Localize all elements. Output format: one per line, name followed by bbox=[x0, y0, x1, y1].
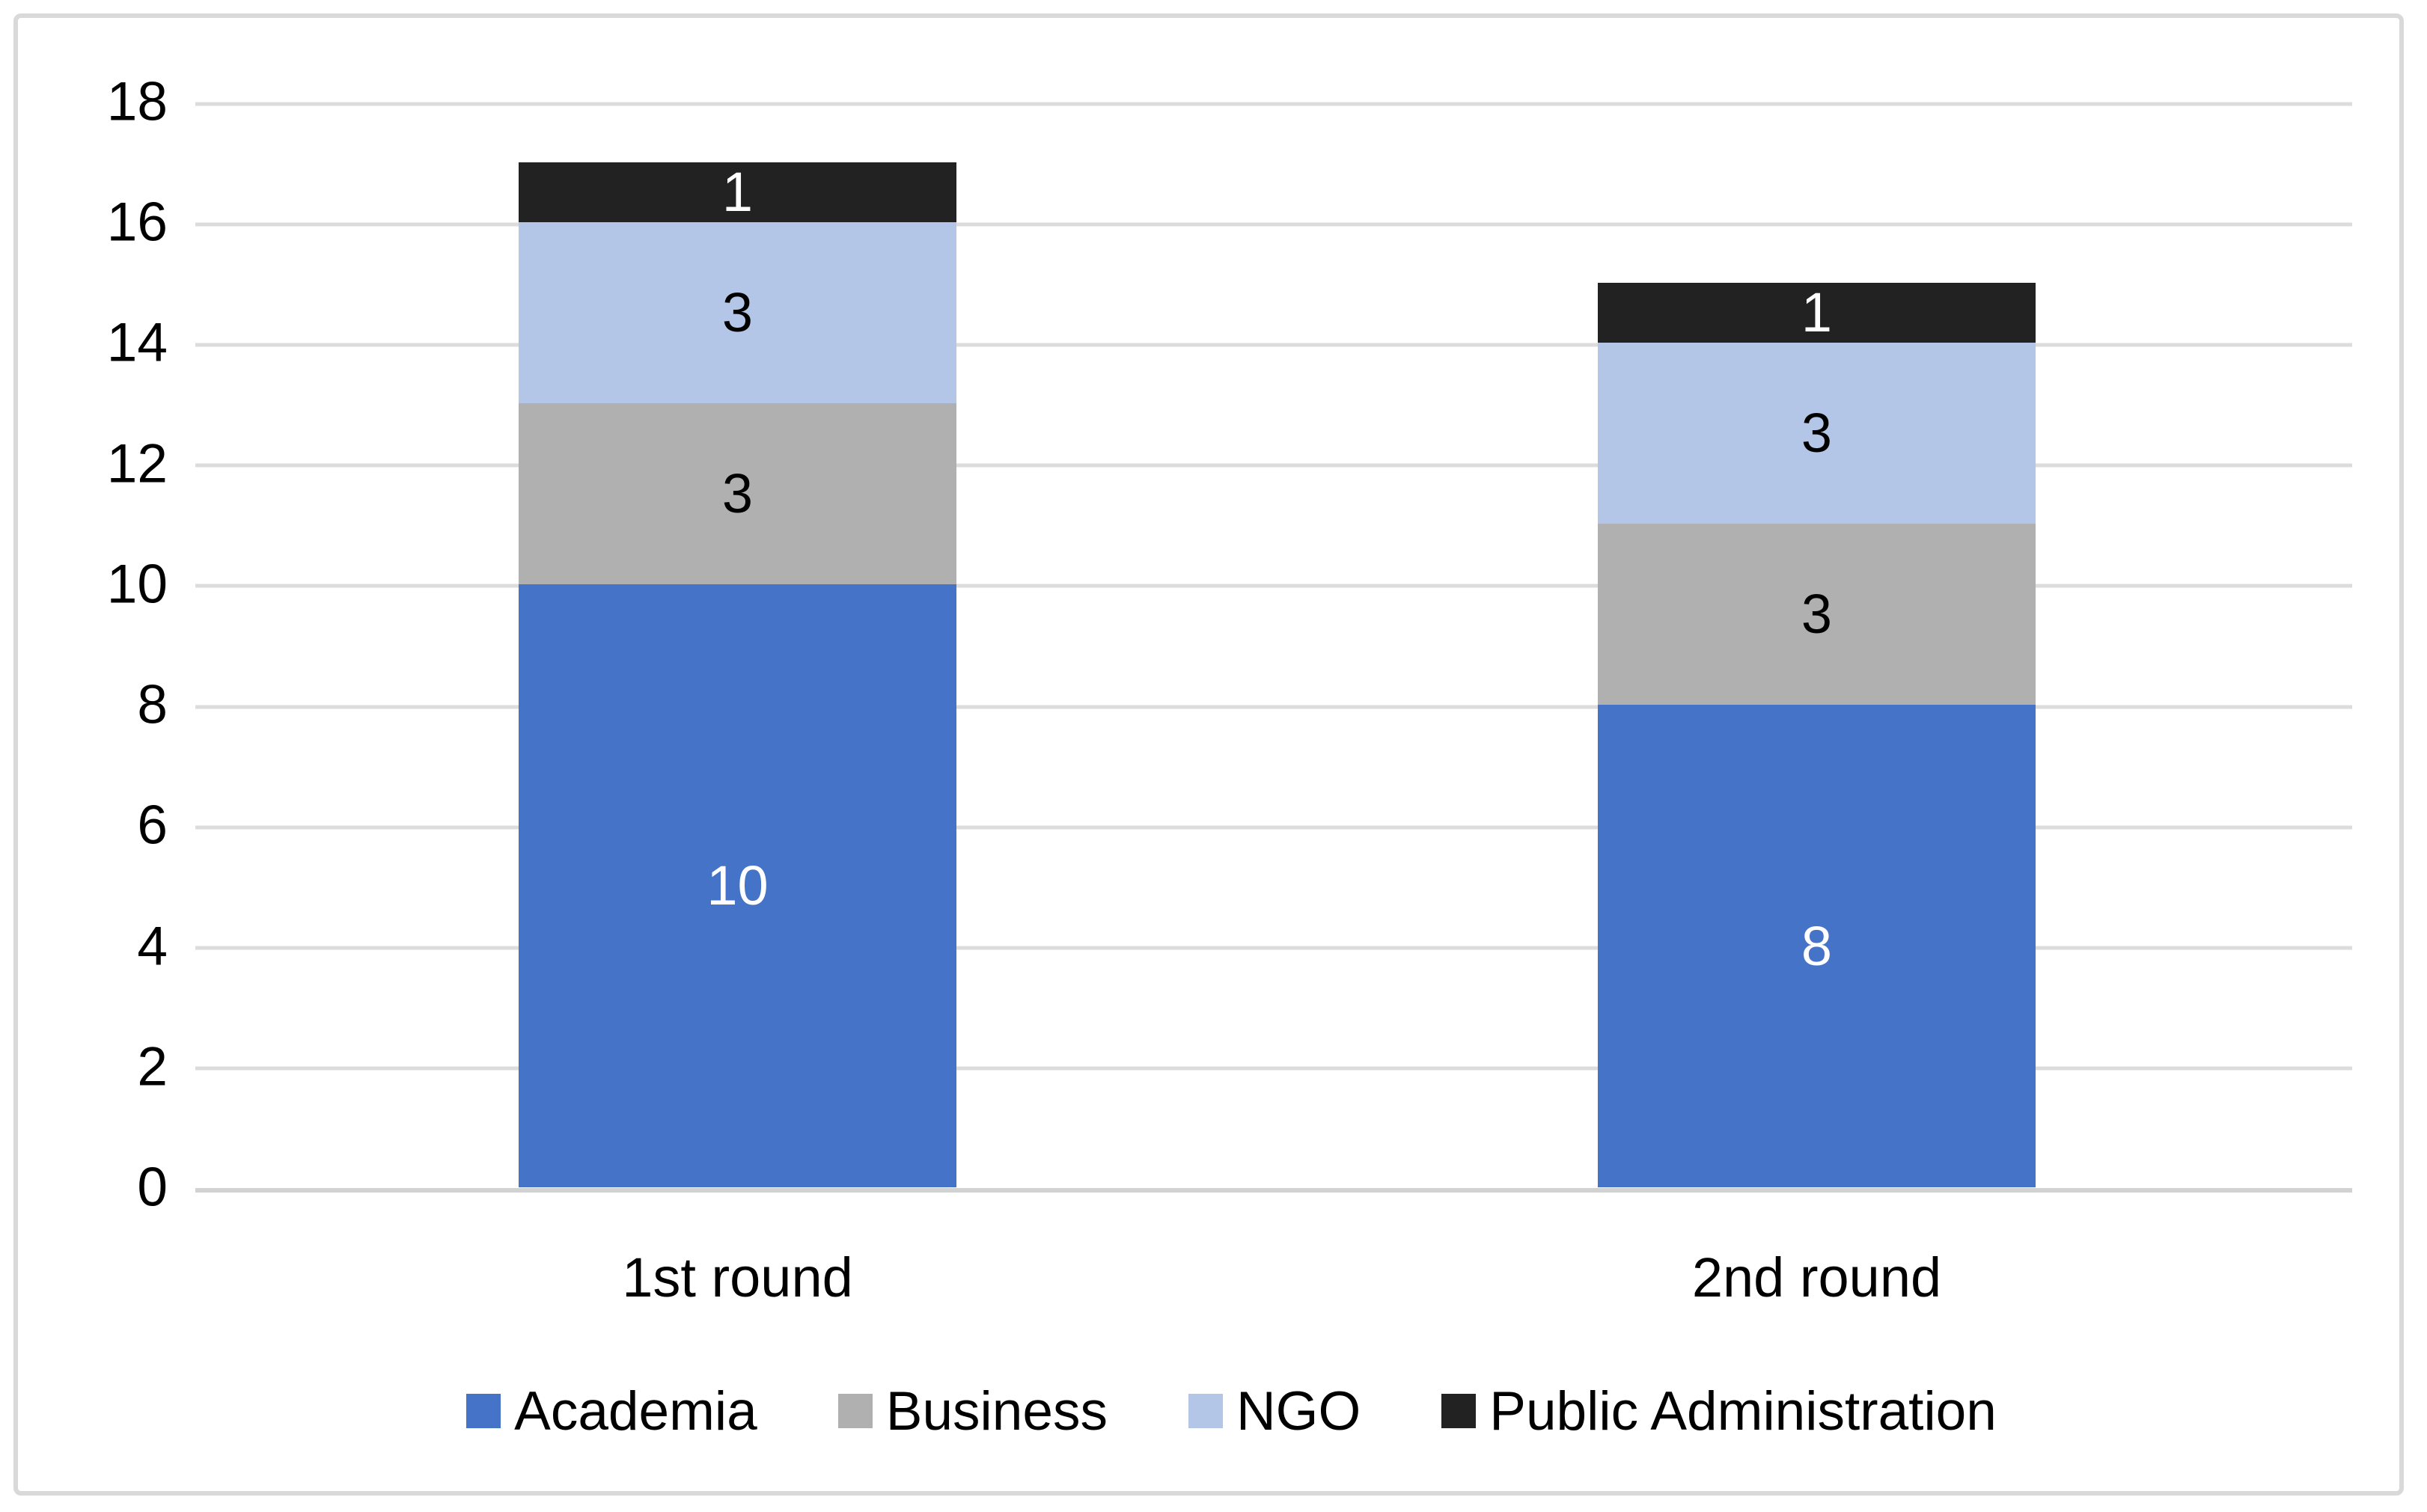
gridline bbox=[195, 102, 2352, 105]
legend: Academia Business NGO Public Administration bbox=[18, 1381, 2427, 1441]
bar-segment-business: 3 bbox=[1598, 524, 2036, 706]
stacked-bar-1: 10 3 3 1 bbox=[519, 162, 956, 1187]
gridline bbox=[195, 222, 2352, 227]
legend-item-ngo: NGO bbox=[1188, 1384, 1361, 1439]
data-label: 1 bbox=[721, 160, 754, 223]
x-tick-label: 1st round bbox=[622, 1246, 853, 1309]
legend-item-public-administration: Public Administration bbox=[1441, 1384, 1997, 1439]
stacked-bar-2: 8 3 3 1 bbox=[1598, 281, 2036, 1187]
y-tick-label: 18 bbox=[106, 71, 168, 132]
y-tick-label: 16 bbox=[106, 192, 168, 253]
bar-segment-public-administration: 1 bbox=[519, 162, 956, 223]
x-tick-label: 2nd round bbox=[1691, 1246, 1942, 1309]
bar-segment-ngo: 3 bbox=[519, 222, 956, 404]
y-tick-label: 4 bbox=[137, 916, 168, 977]
data-label: 3 bbox=[721, 462, 754, 524]
legend-label: NGO bbox=[1236, 1380, 1361, 1442]
gridline bbox=[195, 584, 2352, 588]
data-label: 3 bbox=[1801, 583, 1833, 646]
y-tick-label: 2 bbox=[137, 1036, 168, 1098]
gridline bbox=[195, 705, 2352, 709]
bar-segment-public-administration: 1 bbox=[1598, 281, 2036, 344]
y-tick-label: 14 bbox=[106, 312, 168, 373]
data-label: 8 bbox=[1801, 914, 1833, 977]
bar-segment-business: 3 bbox=[519, 403, 956, 584]
legend-swatch-icon bbox=[1188, 1394, 1223, 1428]
gridline bbox=[195, 463, 2352, 468]
data-label: 10 bbox=[706, 854, 769, 916]
chart-frame: 10 3 3 1 8 3 3 1 1st round 2nd round Academia Bus… bbox=[13, 13, 2404, 1496]
data-label: 1 bbox=[1801, 281, 1833, 344]
legend-item-business: Business bbox=[837, 1380, 1108, 1442]
gridline bbox=[195, 946, 2352, 950]
data-label: 3 bbox=[1801, 402, 1833, 465]
legend-label: Business bbox=[885, 1380, 1108, 1442]
gridline bbox=[195, 825, 2352, 830]
y-tick-label: 8 bbox=[137, 674, 168, 735]
legend-swatch-icon bbox=[1441, 1394, 1477, 1428]
legend-swatch-icon bbox=[837, 1394, 873, 1428]
bar-segment-academia: 10 bbox=[519, 584, 956, 1187]
x-axis-line bbox=[195, 1187, 2352, 1193]
legend-label: Academia bbox=[514, 1380, 757, 1442]
bar-segment-academia: 8 bbox=[1598, 705, 2036, 1187]
bar-segment-ngo: 3 bbox=[1598, 343, 2036, 524]
plot-area: 10 3 3 1 8 3 3 1 bbox=[195, 102, 2352, 1193]
x-axis: 1st round 2nd round bbox=[195, 1250, 2352, 1310]
legend-label: Public Administration bbox=[1489, 1380, 1997, 1442]
y-tick-label: 6 bbox=[137, 795, 168, 856]
gridline bbox=[195, 1066, 2352, 1071]
y-tick-label: 10 bbox=[106, 554, 168, 615]
y-tick-label: 0 bbox=[137, 1157, 168, 1218]
legend-item-academia: Academia bbox=[466, 1384, 757, 1439]
gridline bbox=[195, 343, 2352, 347]
data-label: 3 bbox=[721, 281, 754, 344]
legend-swatch-icon bbox=[466, 1394, 501, 1428]
y-tick-label: 12 bbox=[106, 433, 168, 495]
